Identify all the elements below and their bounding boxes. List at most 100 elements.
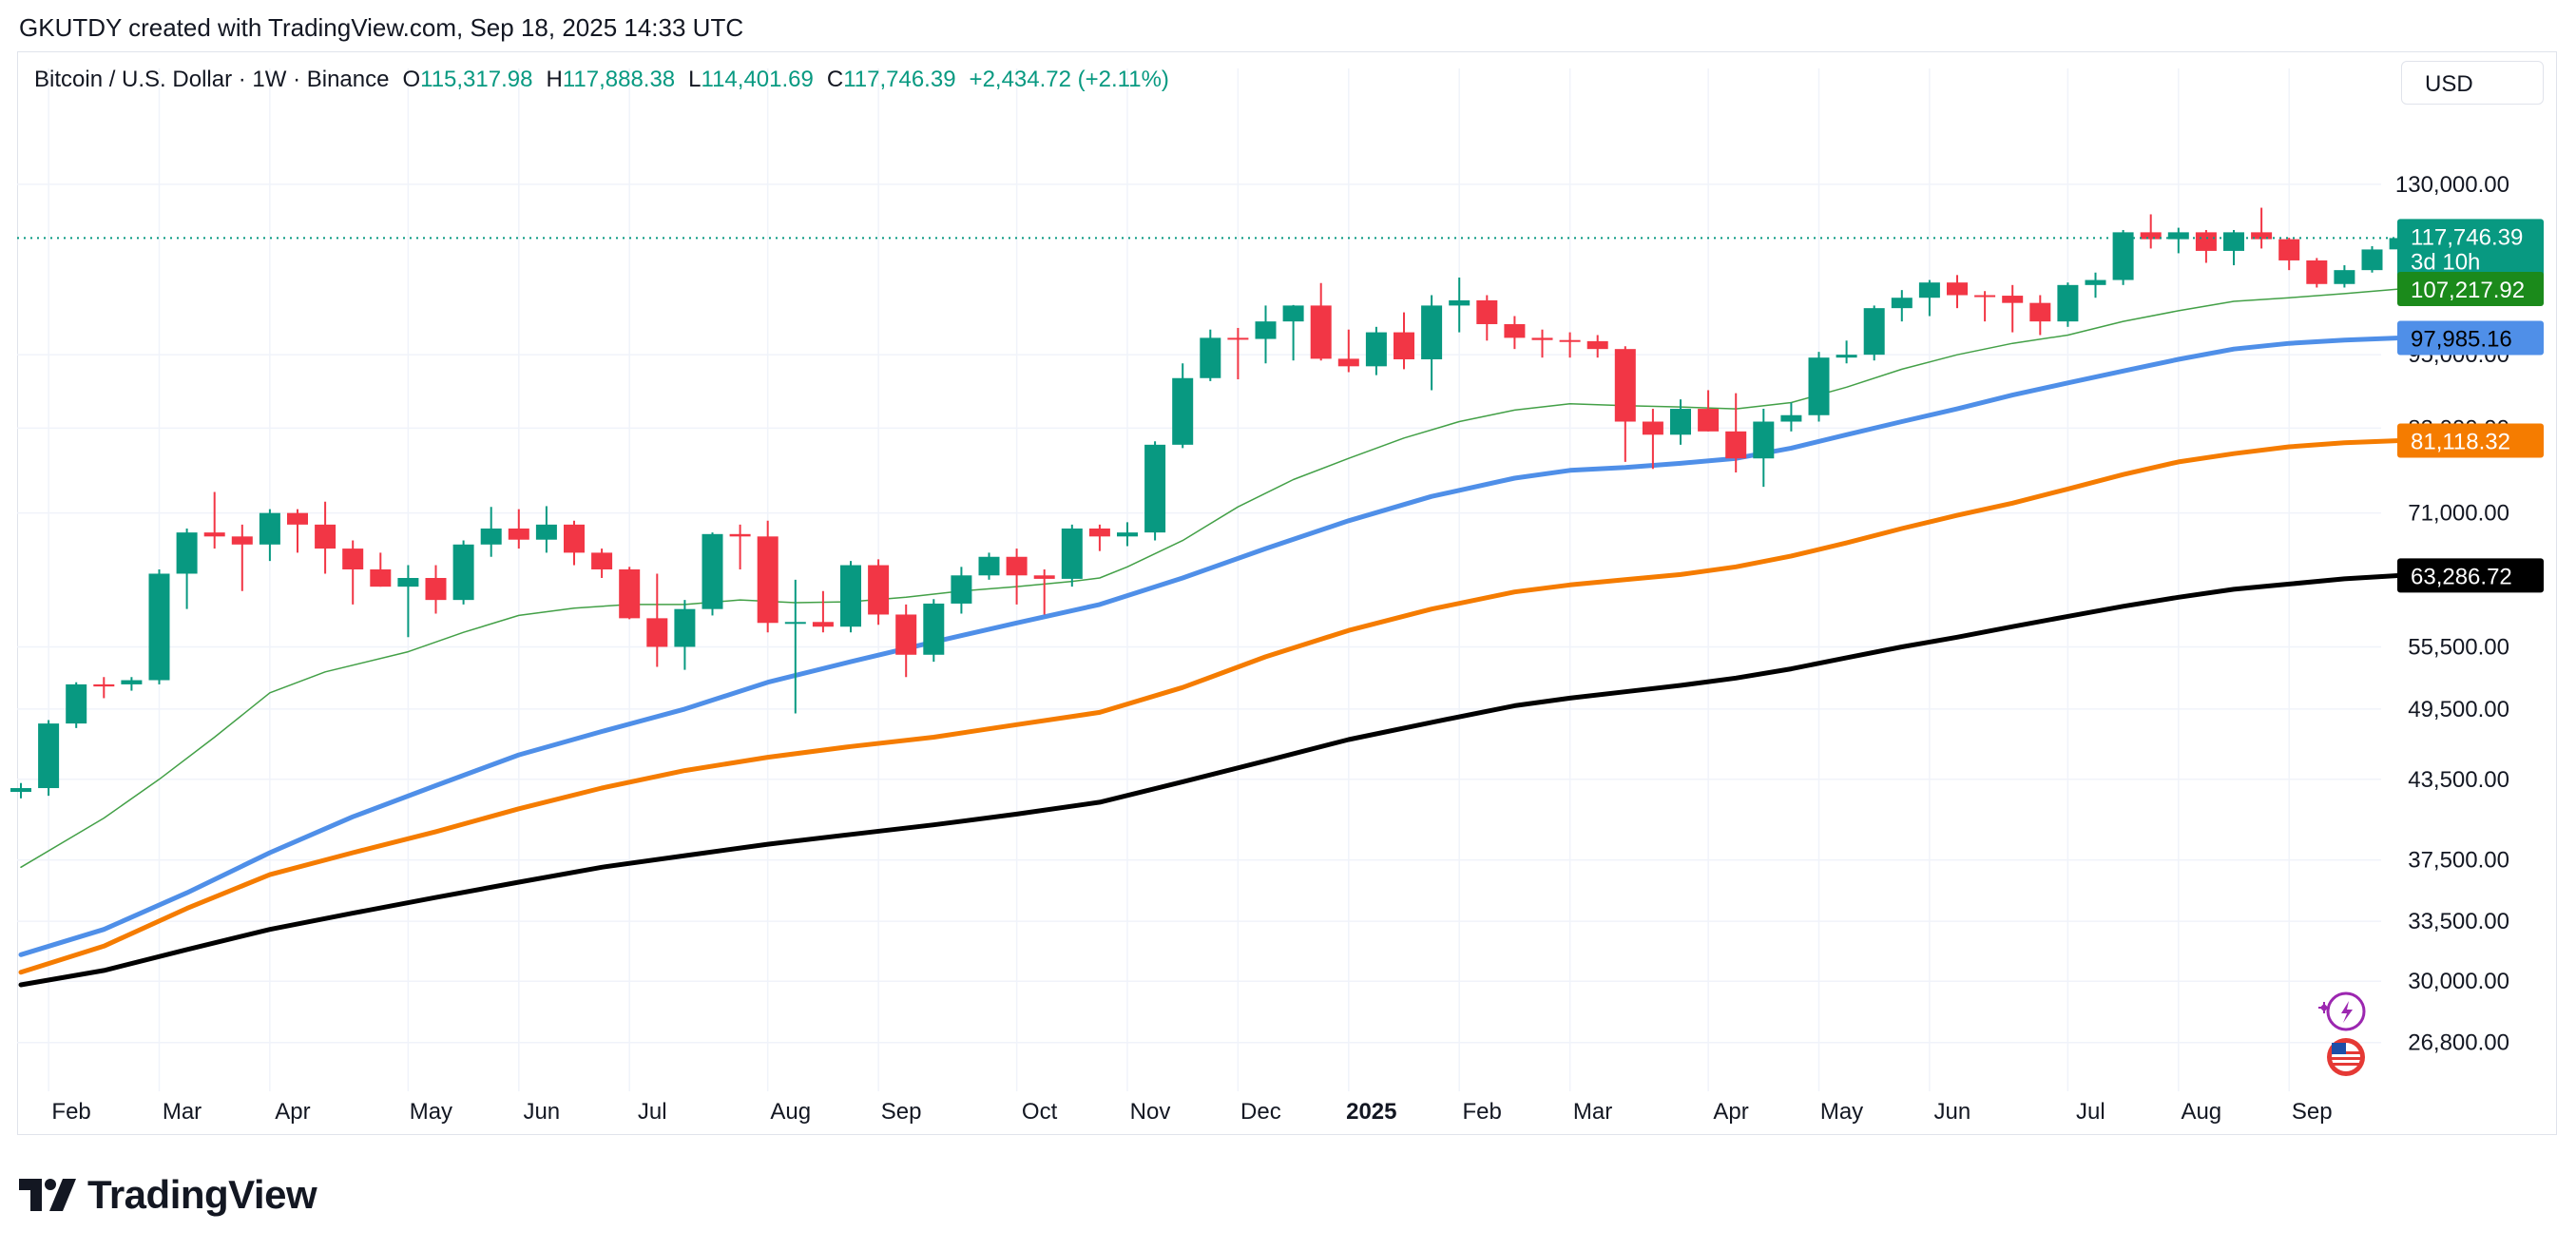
x-tick-label: Sep [881, 1099, 922, 1125]
candle [1725, 393, 1747, 472]
candle-body [2306, 260, 2328, 284]
candle-body [1504, 323, 1526, 338]
y-tick-label: 33,500.00 [2408, 909, 2509, 934]
x-axis[interactable]: Feb Mar Apr May Jun Jul Aug Sep Oct Nov Dec 2025 Feb… [51, 1099, 2332, 1125]
candle-body [1310, 305, 1332, 359]
candle-body [66, 683, 87, 724]
candle [1891, 290, 1913, 322]
candle [978, 552, 1000, 580]
ma-value-badge-text: 81,118.32 [2411, 429, 2510, 454]
candle [1061, 524, 1083, 587]
candle-body [2278, 239, 2300, 260]
brand-name: TradingView [87, 1172, 317, 1217]
candle-body [1586, 340, 1608, 350]
candle [1642, 409, 1663, 470]
candle [1670, 399, 1691, 445]
x-tick-label: Mar [163, 1099, 202, 1125]
candle [259, 509, 280, 562]
candle [1476, 295, 1498, 341]
change-value: +2,434.72 (+2.11%) [969, 67, 1169, 92]
candle-body [10, 788, 31, 793]
ma-value-badge-bg [2397, 558, 2544, 593]
candle-body [1033, 575, 1055, 579]
candle-body [895, 614, 917, 655]
x-tick-label: 2025 [1346, 1099, 1396, 1125]
candle [619, 567, 641, 620]
candle [1394, 312, 1414, 370]
candle [1088, 524, 1110, 551]
ma-line [20, 288, 2401, 869]
ma-value-badge-bg [2397, 271, 2544, 306]
candle [702, 532, 723, 616]
indicator-icons[interactable] [2318, 991, 2366, 1076]
candle-body [1006, 556, 1028, 576]
candle-body [2112, 232, 2134, 280]
candle [1144, 441, 1166, 541]
candle [646, 573, 668, 667]
candle-body [1642, 421, 1663, 435]
candle-body [287, 512, 308, 525]
ma-value-badge-text: 97,985.16 [2411, 326, 2512, 352]
candle [2029, 295, 2051, 336]
high-value: 117,888.38 [562, 67, 676, 92]
currency-button[interactable]: USD [2401, 61, 2544, 105]
candle-body [203, 532, 225, 537]
candle [1310, 282, 1332, 361]
candle [2112, 229, 2134, 285]
chart-credit-header: GKUTDY created with TradingView.com, Sep… [19, 13, 744, 42]
ma-value-badge-text: 107,217.92 [2411, 278, 2525, 303]
candle-body [370, 568, 392, 587]
candle [1698, 390, 1720, 432]
candle-body [619, 568, 641, 619]
candle-body [1725, 431, 1747, 459]
symbol-title[interactable]: Bitcoin / U.S. Dollar · 1W · Binance [34, 67, 390, 92]
x-tick-label: Aug [770, 1099, 811, 1125]
candle-body [702, 533, 723, 609]
x-tick-label: Mar [1573, 1099, 1612, 1125]
x-tick-label: Jun [523, 1099, 560, 1125]
candle [2223, 229, 2244, 266]
candle-body [38, 723, 60, 789]
candle-body [342, 549, 364, 569]
candle-body [1670, 409, 1691, 435]
candle [315, 501, 336, 574]
x-tick-label: Jul [638, 1099, 667, 1125]
ohlc-legend: Bitcoin / U.S. Dollar · 1W · Binance O115… [34, 67, 1169, 93]
candle [176, 528, 198, 609]
y-axis[interactable]: 130,000.0095,000.0083,000.0071,000.0055,… [2395, 172, 2509, 1056]
candle [2334, 265, 2355, 288]
us-flag-icon[interactable] [2327, 1038, 2365, 1076]
candle-body [176, 532, 198, 574]
candle [2057, 282, 2079, 327]
candle-body [784, 622, 806, 625]
candles [10, 207, 2411, 799]
y-tick-label: 30,000.00 [2408, 969, 2509, 994]
candle-body [1476, 299, 1498, 324]
candle-body [1918, 282, 1940, 298]
candle [1974, 291, 1996, 322]
last-price-badge-text: 117,746.39 [2411, 224, 2523, 250]
candle [2251, 207, 2273, 249]
candle [1753, 409, 1775, 488]
x-tick-label: Jun [1934, 1099, 1971, 1125]
candle-body [646, 618, 668, 647]
candle-body [1117, 532, 1138, 537]
candle [1586, 335, 1608, 358]
sparkle-lightning-icon[interactable] [2318, 991, 2366, 1031]
tradingview-logo[interactable]: TradingView [19, 1171, 317, 1219]
candle [1918, 279, 1940, 317]
candle-body [1808, 357, 1830, 415]
y-tick-label: 71,000.00 [2408, 501, 2509, 527]
candle-body [674, 608, 696, 647]
ma-value-badge: 81,118.32 [2397, 423, 2544, 458]
candle [1531, 329, 1553, 358]
candle [2361, 245, 2383, 273]
low-label: L [688, 67, 702, 92]
candle-body [1227, 337, 1249, 340]
candle [1006, 549, 1028, 605]
candle-body [757, 536, 779, 624]
candle-body [1780, 414, 1802, 422]
candle-body [425, 577, 447, 601]
candle-body [452, 544, 474, 601]
